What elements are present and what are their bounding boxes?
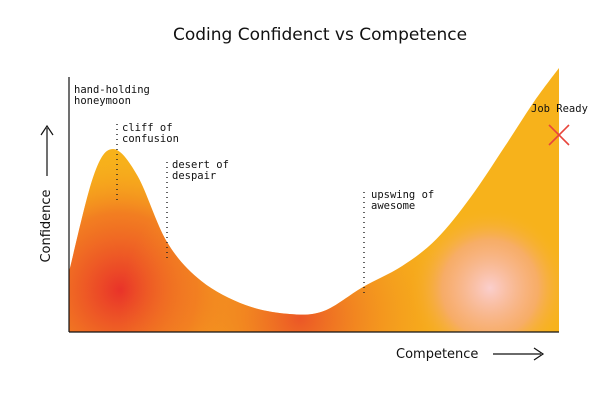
annotation-label: confusion [122,133,179,145]
annotation-label: Job Ready [531,103,588,115]
annotation-upswing-of-awesome: upswing of awesome [363,189,434,296]
x-axis-arrow [493,347,545,361]
annotation-job-ready: Job Ready [531,103,588,115]
annotation-label: cliff of [122,122,173,134]
annotation-hand-holding-honeymoon: hand-holding honeymoon [74,84,150,107]
annotation-label: honeymoon [74,95,131,107]
annotation-label: upswing of [371,189,434,201]
y-axis-arrow [40,124,54,176]
annotation-label: awesome [371,200,415,212]
area-pink-glow [69,80,559,332]
chart-title: Coding Confidenct vs Competence [173,25,467,45]
axes [68,77,559,333]
annotation-cliff-of-confusion: cliff of confusion [116,122,179,202]
area-gradient-layers [69,80,559,332]
y-axis-label: Confidence [39,189,54,262]
annotation-label: desert of [172,159,229,171]
annotation-desert-of-despair: desert of despair [166,159,229,262]
plot-area [69,68,559,332]
job-ready-marker-icon [548,124,570,146]
x-axis-label: Competence [396,347,478,362]
annotation-label: despair [172,170,216,182]
annotation-label: hand-holding [74,84,150,96]
